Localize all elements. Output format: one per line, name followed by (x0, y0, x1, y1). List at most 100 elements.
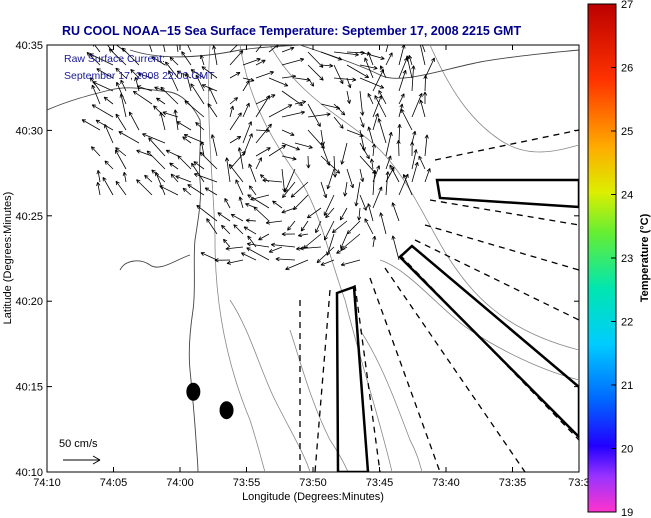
current-vector (265, 220, 283, 225)
current-vector (225, 246, 244, 251)
current-vector (258, 233, 270, 241)
current-vector (115, 149, 127, 170)
current-vector (332, 220, 348, 234)
current-vector (346, 220, 361, 235)
current-vector (340, 233, 361, 251)
current-vector (255, 147, 271, 157)
current-vector (411, 161, 419, 183)
colorbar-tick-label: 27 (621, 0, 633, 11)
current-vector (333, 116, 344, 129)
current-vector (156, 97, 166, 105)
current-vector (418, 155, 426, 170)
current-vector (411, 92, 423, 118)
current-vector (115, 113, 127, 131)
current-vector (115, 180, 127, 196)
current-vector (165, 61, 179, 79)
current-vector (91, 84, 101, 105)
location-marker (219, 401, 234, 420)
current-vector (237, 147, 244, 170)
x-axis-ticks: 74:10 74:05 74:00 73:55 73:50 73:45 73:40 73:35… (33, 45, 590, 489)
current-vector (122, 171, 127, 183)
current-vector (320, 142, 331, 166)
current-vector (148, 137, 166, 157)
current-vector (200, 252, 218, 261)
current-vector (320, 103, 341, 110)
current-vector (169, 56, 179, 66)
current-vector (385, 131, 393, 157)
y-axis-label: Latitude (Degrees:Minutes) (2, 192, 14, 325)
current-vector (120, 79, 127, 92)
current-vector (242, 121, 252, 144)
current-vector (149, 45, 153, 53)
current-vector (340, 142, 348, 165)
current-vector (136, 179, 153, 196)
current-vector (306, 155, 311, 169)
current-vector (163, 45, 166, 53)
current-vector (359, 168, 365, 183)
colorbar-tick-label: 20 (621, 444, 633, 456)
current-vector (299, 246, 322, 251)
current-vector (391, 235, 400, 261)
current-vector (113, 45, 127, 53)
current-vector (367, 203, 374, 222)
current-vector (400, 108, 413, 131)
colorbar-ticks: 27 26 25 24 23 22 21 20 19 (611, 0, 633, 518)
current-vector (142, 133, 166, 144)
current-vector (422, 91, 428, 104)
current-vector (367, 126, 374, 144)
current-vector (359, 77, 385, 89)
current-vector (315, 220, 322, 234)
current-vector (247, 194, 270, 209)
current-vector (385, 171, 390, 196)
current-vector (255, 157, 262, 170)
current-vector (332, 155, 338, 178)
current-vector (398, 93, 405, 105)
current-vector (195, 74, 205, 92)
current-vector (255, 123, 272, 144)
current-vector (201, 66, 218, 79)
current-vector (159, 111, 166, 131)
current-vector (176, 121, 192, 131)
current-vector (223, 238, 231, 248)
current-vector (307, 64, 324, 81)
current-vector (397, 124, 402, 144)
current-vector (151, 169, 166, 183)
radar-beams (299, 129, 579, 472)
current-vector (190, 69, 205, 79)
current-vector (229, 105, 234, 118)
current-vector (408, 55, 413, 66)
colorbar-label: Temperature (°C) (639, 213, 651, 302)
current-vector (268, 144, 286, 157)
colorbar-tick-label: 21 (621, 380, 633, 392)
current-vector (281, 129, 295, 136)
current-vector (96, 181, 101, 196)
current-vector (359, 142, 370, 160)
current-vector (253, 206, 270, 222)
location-markers (186, 382, 234, 420)
current-vector (333, 103, 346, 116)
scale-arrow (63, 455, 101, 465)
current-vector (193, 161, 205, 170)
current-vector (182, 136, 192, 144)
current-vector (242, 102, 250, 118)
current-vector (96, 169, 101, 183)
current-vector (144, 174, 153, 183)
current-vector (354, 181, 361, 207)
current-vector (119, 93, 127, 118)
current-vector (168, 70, 179, 92)
y-tick-label: 40:35 (15, 40, 43, 52)
current-vector (320, 155, 341, 174)
current-vector (151, 56, 166, 66)
current-vector (196, 204, 218, 222)
current-vector (320, 259, 335, 266)
y-tick-label: 40:30 (15, 125, 43, 137)
current-vector (255, 45, 263, 53)
current-vector (242, 133, 253, 157)
current-vector (268, 77, 289, 87)
current-vector (372, 169, 377, 196)
y-axis-ticks: 40:35 40:30 40:25 40:20 40:15 40:10 (15, 40, 579, 479)
current-vector (242, 57, 261, 66)
current-vector (255, 71, 274, 79)
current-vector (104, 160, 114, 170)
current-vector (118, 131, 140, 144)
